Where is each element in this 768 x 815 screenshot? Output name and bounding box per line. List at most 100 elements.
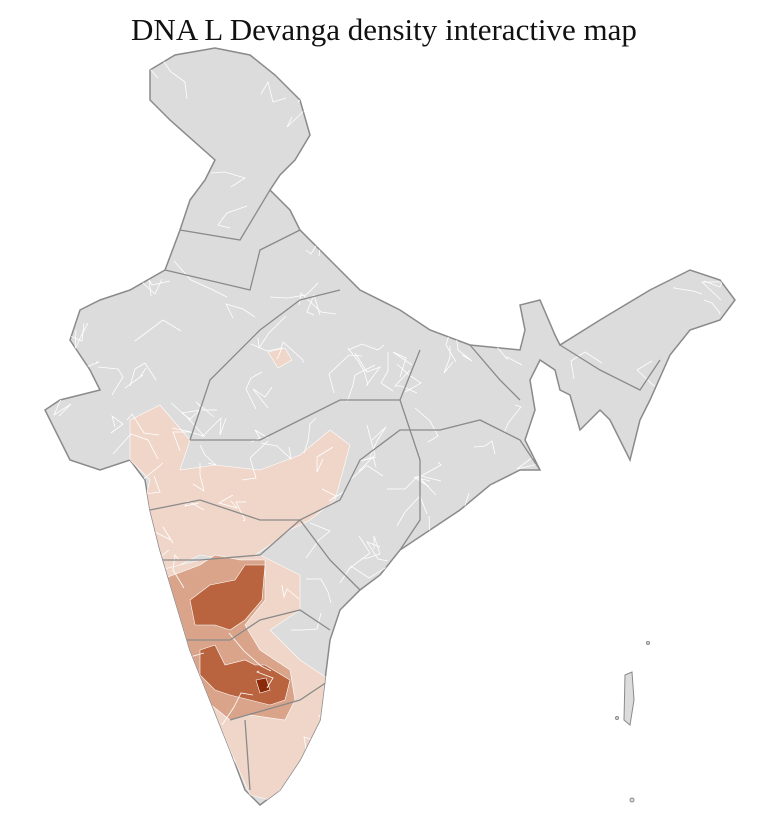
district-border (97, 366, 124, 396)
district-border (690, 48, 713, 53)
district-border (480, 220, 513, 238)
district-border (393, 626, 417, 654)
region-level-3-north[interactable] (189, 564, 266, 631)
district-border (396, 495, 428, 527)
district-border (134, 319, 182, 342)
district-border (140, 186, 147, 210)
district-border (487, 494, 509, 525)
district-border (316, 446, 334, 473)
district-border (668, 58, 683, 76)
district-border (188, 401, 215, 421)
district-border (171, 427, 192, 452)
district-border (396, 132, 425, 154)
district-border (562, 541, 578, 560)
district-border (347, 535, 371, 571)
district-border (600, 707, 624, 737)
district-border (306, 293, 321, 316)
district-border (339, 565, 388, 584)
district-border (374, 672, 405, 718)
district-border (74, 322, 89, 351)
district-border (173, 260, 228, 298)
district-border (328, 225, 352, 243)
district-border (363, 535, 381, 560)
district-border (486, 779, 499, 798)
district-border (305, 522, 331, 559)
district-border (45, 175, 54, 194)
district-border (685, 681, 720, 714)
district-border (192, 463, 205, 492)
district-border (364, 227, 382, 244)
district-border (217, 494, 239, 509)
district-border (347, 343, 385, 351)
district-border (186, 747, 224, 776)
region-level-4[interactable] (255, 677, 271, 694)
district-border (704, 48, 733, 66)
district-border (568, 446, 589, 469)
district-border (712, 377, 735, 393)
district-border (392, 351, 413, 378)
district-border (534, 738, 555, 772)
district-border (622, 577, 635, 594)
district-border (360, 781, 389, 805)
district-border (688, 667, 712, 694)
district-border (105, 671, 148, 709)
district-border (193, 768, 228, 790)
district-border (235, 501, 246, 522)
district-border (387, 475, 437, 496)
district-border (104, 207, 130, 225)
district-border (661, 602, 679, 623)
district-border (560, 161, 582, 182)
district-border (335, 659, 348, 688)
district-border (45, 606, 64, 627)
district-border (129, 152, 153, 190)
district-border (129, 48, 151, 75)
district-border (363, 257, 383, 281)
district-border (128, 147, 144, 178)
district-border (356, 175, 373, 198)
district-border (624, 632, 663, 664)
district-border (412, 615, 431, 637)
district-border (352, 150, 365, 170)
district-border (502, 767, 517, 786)
district-border (594, 49, 635, 63)
district-border (371, 768, 394, 784)
district-border (425, 151, 456, 173)
district-border (511, 257, 525, 276)
district-border (148, 279, 171, 297)
district-border (601, 493, 616, 523)
district-border (321, 488, 346, 502)
district-border (74, 510, 102, 535)
region-level-1-up[interactable] (267, 347, 293, 369)
district-border (536, 147, 568, 161)
district-border (250, 343, 283, 360)
district-border (347, 347, 369, 386)
district-border (613, 617, 635, 634)
district-border (144, 646, 170, 659)
district-border (369, 426, 387, 458)
district-border (554, 421, 575, 440)
district-border (362, 600, 381, 641)
district-border (269, 282, 319, 299)
district-border (533, 657, 579, 681)
district-border (144, 48, 166, 63)
district-border (497, 484, 528, 524)
district-border (97, 574, 118, 593)
district-border (688, 130, 722, 170)
district-border (613, 171, 632, 187)
district-border (413, 476, 431, 488)
district-border (241, 440, 269, 481)
district-border (332, 58, 355, 84)
district-border (380, 352, 394, 392)
district-border (365, 219, 406, 236)
district-border (363, 218, 398, 234)
district-border (350, 221, 380, 242)
district-border (345, 750, 383, 793)
district-border (645, 719, 662, 753)
district-border (348, 465, 384, 482)
district-border (172, 554, 185, 589)
district-border (352, 673, 369, 708)
district-border (654, 542, 679, 555)
state-borders (149, 189, 661, 791)
district-border (379, 148, 408, 170)
